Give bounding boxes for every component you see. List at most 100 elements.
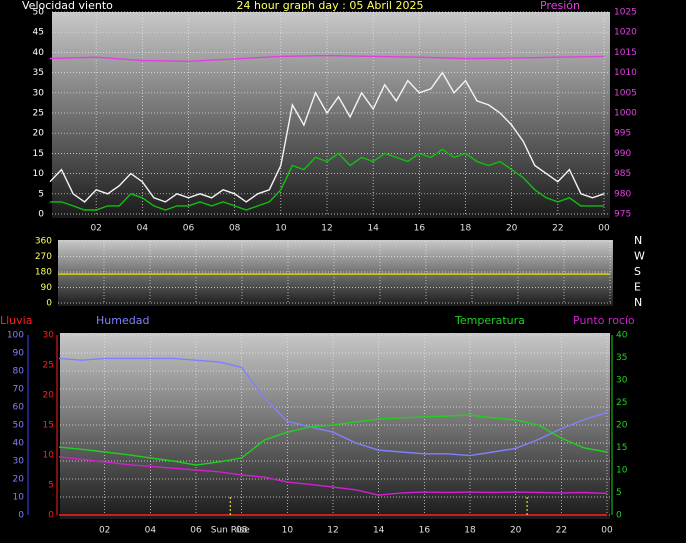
x-tick-label: 02 bbox=[90, 224, 101, 234]
y-tick-label: 1020 bbox=[614, 28, 637, 38]
y-tick-label: 25 bbox=[616, 398, 627, 408]
y-tick-label: 15 bbox=[43, 421, 54, 431]
y-tick-label: 50 bbox=[33, 8, 45, 18]
x-tick-label: 10 bbox=[282, 526, 294, 536]
panel-wind bbox=[52, 12, 610, 218]
y-tick-label: 1000 bbox=[614, 109, 637, 119]
x-tick-label: 00 bbox=[601, 526, 613, 536]
panel-temperature bbox=[60, 333, 610, 519]
y-tick-label: 60 bbox=[13, 403, 25, 413]
y-tick-label: 25 bbox=[33, 109, 44, 119]
y-tick-label: 30 bbox=[43, 331, 55, 341]
x-tick-label: 18 bbox=[464, 526, 476, 536]
series-name: Temperatura bbox=[454, 314, 525, 327]
y-tick-label: 90 bbox=[41, 283, 53, 293]
y-tick-label: 10 bbox=[13, 493, 25, 503]
y-tick-label: 0 bbox=[18, 511, 24, 521]
x-tick-label: 08 bbox=[236, 526, 248, 536]
y-tick-label: 270 bbox=[35, 252, 52, 262]
y-tick-label: 40 bbox=[616, 331, 628, 341]
y-tick-label: 20 bbox=[13, 475, 25, 485]
series-name: Humedad bbox=[96, 314, 149, 327]
y-tick-label: W bbox=[634, 250, 645, 263]
y-tick-label: 40 bbox=[13, 439, 25, 449]
y-tick-label: N bbox=[634, 296, 642, 309]
y-tick-label: 990 bbox=[614, 149, 631, 159]
y-tick-label: 1025 bbox=[614, 8, 637, 18]
annotation: Sun Rise bbox=[211, 526, 250, 536]
x-tick-label: 06 bbox=[190, 526, 202, 536]
y-tick-label: 100 bbox=[7, 331, 24, 341]
y-tick-label: 45 bbox=[33, 28, 44, 38]
y-tick-label: N bbox=[634, 234, 642, 247]
y-label: Velocidad viento bbox=[22, 0, 113, 12]
x-tick-label: 22 bbox=[556, 526, 567, 536]
y-tick-label: 35 bbox=[616, 353, 627, 363]
x-tick-label: 22 bbox=[552, 224, 563, 234]
y2-label: Presión bbox=[540, 0, 580, 12]
panel-direction bbox=[58, 240, 613, 306]
y-tick-label: 1015 bbox=[614, 48, 637, 58]
y-tick-label: E bbox=[634, 281, 641, 294]
y-tick-label: 10 bbox=[43, 451, 55, 461]
y-tick-label: 15 bbox=[33, 149, 44, 159]
x-tick-label: 12 bbox=[321, 224, 332, 234]
series-name: Lluvia bbox=[0, 314, 32, 327]
y-tick-label: 1005 bbox=[614, 88, 637, 98]
y-tick-label: 70 bbox=[13, 385, 25, 395]
y-tick-label: 985 bbox=[614, 169, 631, 179]
series-line bbox=[50, 148, 604, 211]
y-tick-label: 0 bbox=[616, 511, 622, 521]
x-tick-label: 04 bbox=[137, 224, 149, 234]
y-tick-label: 40 bbox=[33, 48, 45, 58]
series-line bbox=[49, 71, 605, 203]
x-tick-label: 12 bbox=[327, 526, 338, 536]
x-tick-label: 16 bbox=[419, 526, 431, 536]
y-tick-label: 50 bbox=[13, 421, 25, 431]
y-tick-label: 180 bbox=[35, 268, 52, 278]
y-tick-label: S bbox=[634, 265, 641, 278]
series-line bbox=[58, 414, 608, 466]
y-tick-label: 80 bbox=[13, 367, 25, 377]
y-tick-label: 995 bbox=[614, 129, 631, 139]
chart-title: 24 hour graph day : 05 Abril 2025 bbox=[237, 0, 424, 12]
y-tick-label: 20 bbox=[616, 421, 628, 431]
y-tick-label: 980 bbox=[614, 189, 631, 199]
x-tick-label: 04 bbox=[145, 526, 157, 536]
y-tick-label: 5 bbox=[616, 488, 622, 498]
y-tick-label: 5 bbox=[38, 189, 44, 199]
y-tick-label: 0 bbox=[38, 210, 44, 220]
y-tick-label: 5 bbox=[48, 481, 54, 491]
x-tick-label: 14 bbox=[373, 526, 385, 536]
series-name: Punto rocío bbox=[573, 314, 635, 327]
x-tick-label: 16 bbox=[414, 224, 426, 234]
y-tick-label: 30 bbox=[616, 376, 628, 386]
x-tick-label: 00 bbox=[598, 224, 610, 234]
series-line bbox=[49, 54, 605, 63]
x-tick-label: 18 bbox=[460, 224, 472, 234]
y-tick-label: 975 bbox=[614, 210, 631, 220]
y-tick-label: 10 bbox=[33, 169, 45, 179]
y-tick-label: 35 bbox=[33, 68, 44, 78]
series-line bbox=[58, 357, 608, 457]
x-tick-label: 10 bbox=[275, 224, 287, 234]
y-tick-label: 30 bbox=[13, 457, 25, 467]
x-tick-label: 02 bbox=[99, 526, 110, 536]
y-tick-label: 1010 bbox=[614, 68, 637, 78]
y-tick-label: 10 bbox=[616, 466, 628, 476]
x-tick-label: 20 bbox=[510, 526, 522, 536]
y-tick-label: 15 bbox=[616, 443, 627, 453]
x-tick-label: 20 bbox=[506, 224, 518, 234]
y-tick-label: 360 bbox=[35, 237, 52, 247]
y-tick-label: 0 bbox=[46, 299, 52, 309]
y-tick-label: 25 bbox=[43, 361, 54, 371]
x-tick-label: 06 bbox=[183, 224, 195, 234]
y-tick-label: 30 bbox=[33, 88, 45, 98]
x-tick-label: 14 bbox=[367, 224, 379, 234]
y-tick-label: 0 bbox=[48, 511, 54, 521]
y-tick-label: 20 bbox=[33, 129, 45, 139]
y-tick-label: 90 bbox=[13, 349, 25, 359]
x-tick-label: 08 bbox=[229, 224, 241, 234]
series-line bbox=[58, 456, 608, 496]
